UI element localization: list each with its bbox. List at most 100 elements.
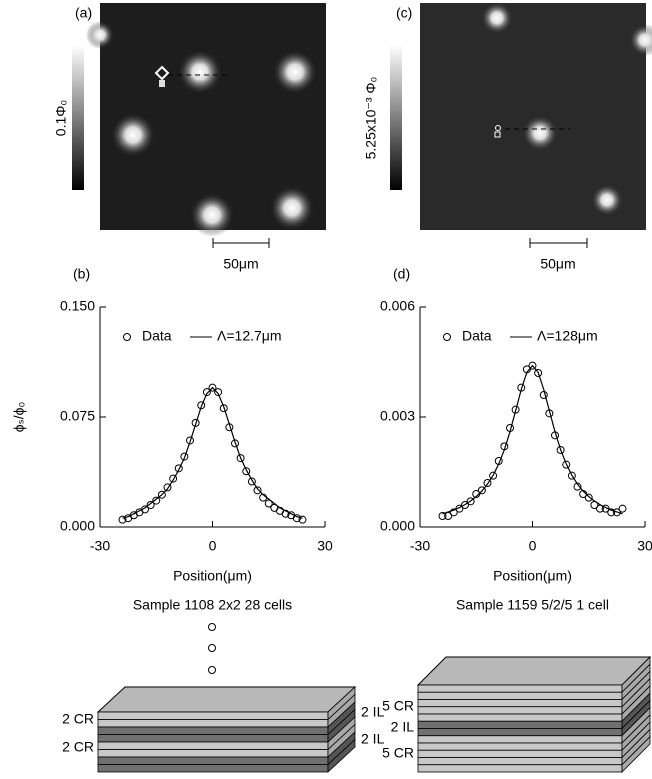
y-tick-label: 0.000 xyxy=(60,518,95,534)
legend-marker xyxy=(443,333,451,341)
stack-layer xyxy=(97,711,329,720)
scale-bar-a xyxy=(212,238,270,248)
data-point xyxy=(298,515,307,524)
colorbar-label: 0.1Φ₀ xyxy=(53,100,69,137)
layer-label: 2 IL xyxy=(361,731,385,747)
data-point xyxy=(214,388,223,397)
stack-layer xyxy=(97,749,329,758)
panel-label: (d) xyxy=(393,266,410,282)
layer-label: 5 CR xyxy=(382,698,414,714)
stack-layer xyxy=(417,742,623,751)
data-point xyxy=(253,486,262,495)
legend-label: Λ=128μm xyxy=(537,328,598,344)
stack-layer xyxy=(417,713,623,722)
x-tick-label: -30 xyxy=(410,538,430,554)
legend-marker xyxy=(123,333,131,341)
stack-layer xyxy=(97,726,329,735)
data-point xyxy=(231,439,239,448)
y-tick-label: 0.003 xyxy=(380,408,415,424)
data-point xyxy=(236,454,245,463)
stack-layer xyxy=(417,691,623,700)
x-tick-label: 0 xyxy=(209,538,217,554)
stack-layer xyxy=(417,706,623,715)
scale-bar-label: 50μm xyxy=(223,256,258,272)
x-axis-label: Position(μm) xyxy=(173,568,252,584)
data-point xyxy=(584,493,593,502)
data-point xyxy=(186,436,194,445)
data-point xyxy=(477,486,486,495)
stack-top xyxy=(416,656,652,686)
data-point xyxy=(163,483,172,492)
stack-layer xyxy=(417,684,623,693)
data-point xyxy=(528,361,537,370)
colorbar-a xyxy=(72,45,84,190)
stack-layer xyxy=(417,757,623,766)
legend-label: Λ=12.7μm xyxy=(217,328,282,344)
stack-layer xyxy=(97,764,329,773)
fit-line xyxy=(442,364,623,515)
data-point xyxy=(472,490,481,498)
colorbar-label: 5.25x10⁻³ Φ₀ xyxy=(363,76,379,159)
panel-label: (c) xyxy=(396,5,412,21)
data-point xyxy=(174,464,183,473)
stacks: 2 CR2 CR2 IL2 IL5 CR2 IL5 CR xyxy=(62,656,652,773)
stack-layer xyxy=(417,728,623,737)
data-point xyxy=(534,369,543,377)
data-point xyxy=(152,496,161,505)
x-axis-label: Position(μm) xyxy=(493,568,572,584)
data-point xyxy=(208,383,217,392)
panel-label: (a) xyxy=(75,5,92,21)
colorbar-c xyxy=(390,45,402,190)
data-point xyxy=(197,401,206,410)
data-point xyxy=(461,501,469,509)
legend-label: Data xyxy=(142,328,172,344)
data-point xyxy=(489,471,498,480)
data-point xyxy=(264,499,273,508)
data-point xyxy=(219,404,228,413)
layer-label: 2 IL xyxy=(361,704,385,720)
y-axis-label: ϕₛ/ϕ₀ xyxy=(11,402,27,433)
data-point xyxy=(449,508,458,517)
data-point xyxy=(556,446,565,454)
stack-layer xyxy=(97,734,329,743)
x-tick-label: 30 xyxy=(317,538,333,554)
data-point xyxy=(191,418,200,427)
scale-bar-label: 50μm xyxy=(540,256,575,272)
data-point xyxy=(146,501,155,509)
scale-bar-c xyxy=(529,238,588,248)
data-point xyxy=(607,508,616,517)
layer-label: 2 IL xyxy=(391,719,415,735)
stack-top xyxy=(96,686,357,713)
data-point xyxy=(483,479,492,487)
y-tick-label: 0.006 xyxy=(380,298,415,314)
data-point xyxy=(247,477,256,486)
layer-label: 2 CR xyxy=(62,739,94,755)
panel-label: (b) xyxy=(73,266,90,282)
layer-label: 2 CR xyxy=(62,711,94,727)
y-tick-label: 0.075 xyxy=(60,408,95,424)
stack-layer xyxy=(417,749,623,758)
data-point xyxy=(180,452,189,461)
x-tick-label: 30 xyxy=(637,538,652,554)
stack-layer xyxy=(97,719,329,728)
chart-title: Sample 1108 2x2 28 cells xyxy=(133,597,292,613)
data-point xyxy=(118,515,127,524)
stack-layer xyxy=(417,720,623,729)
stack-layer xyxy=(417,699,623,708)
data-point xyxy=(567,471,576,480)
data-point xyxy=(202,388,211,397)
legend-label: Data xyxy=(462,328,492,344)
data-point xyxy=(157,490,166,499)
layer-label: 5 CR xyxy=(382,745,414,761)
stack-layer xyxy=(97,741,329,750)
stack-layer xyxy=(417,735,623,744)
image-a xyxy=(86,3,326,237)
stack-side xyxy=(621,735,651,773)
fit-line xyxy=(122,386,303,519)
data-point xyxy=(169,474,178,483)
y-tick-label: 0.000 xyxy=(380,518,415,534)
y-tick-label: 0.150 xyxy=(60,298,95,314)
x-tick-label: 0 xyxy=(529,538,537,554)
ellipsis-dots xyxy=(208,623,216,674)
